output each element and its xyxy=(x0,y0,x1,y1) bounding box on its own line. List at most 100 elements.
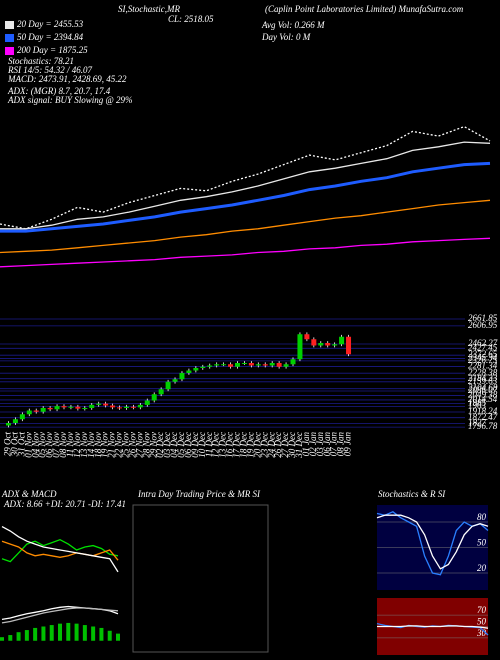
y-tick-label: 2427.45 xyxy=(468,342,498,352)
histogram-bar xyxy=(99,627,104,641)
y-tick-label: 2326.75 xyxy=(468,355,498,365)
legend-swatch xyxy=(5,21,14,29)
candle-body xyxy=(304,334,310,340)
candle-body xyxy=(276,363,282,367)
annotation: CL: 2518.05 xyxy=(168,14,214,24)
y-tick-label: 2014.54 xyxy=(468,394,498,404)
annotation: Day Vol: 0 M xyxy=(261,32,311,42)
histogram-bar xyxy=(74,623,79,641)
candle-body xyxy=(228,364,234,367)
y-tick-label: 50 xyxy=(477,617,487,627)
y-tick-label: 2184.33 xyxy=(468,373,498,383)
candle-body xyxy=(283,364,289,367)
x-tick-label: 08 Jan xyxy=(336,432,346,457)
y-tick-label: 20 xyxy=(477,563,487,573)
panel-title: ADX & MACD xyxy=(1,489,57,499)
annotation: (Caplin Point Laboratories Limited) Muna… xyxy=(265,4,464,14)
x-tick-label: 02 Jan xyxy=(308,432,318,457)
x-tick-label: 24 Dec xyxy=(266,432,276,458)
candle-body xyxy=(214,364,220,366)
x-tick-label: 10 Dec xyxy=(197,432,207,458)
x-tick-label: 05 Nov xyxy=(37,432,47,458)
candle-body xyxy=(103,403,109,406)
x-tick-label: 19 Nov xyxy=(100,432,110,458)
x-tick-label: 29 Nov xyxy=(148,432,158,458)
y-tick-label: 2159.63 xyxy=(468,376,498,386)
candle-body xyxy=(311,339,317,346)
legend-swatch xyxy=(5,34,14,42)
panel-title: Stochastics & R SI xyxy=(378,489,446,499)
x-tick-label: 16 Dec xyxy=(225,432,235,458)
histogram-bar xyxy=(33,627,38,641)
x-tick-label: 29 Oct xyxy=(3,432,13,457)
annotation: ADX: 8.66 +DI: 20.71 -DI: 17.41 xyxy=(3,499,126,509)
candle-body xyxy=(165,381,171,390)
candle-body xyxy=(75,406,81,409)
x-tick-label: 08 Nov xyxy=(58,432,68,458)
y-tick-label: 2228.38 xyxy=(468,367,498,377)
x-tick-label: 04 Dec xyxy=(169,432,179,458)
y-tick-label: 1872.47 xyxy=(468,412,498,422)
candle-body xyxy=(248,363,254,366)
x-tick-label: 04 Nov xyxy=(30,432,40,458)
candle-body xyxy=(82,408,88,409)
series-line xyxy=(0,199,491,254)
y-tick-label: 2661.85 xyxy=(468,313,498,323)
y-tick-label: 80 xyxy=(477,512,487,522)
legend-swatch xyxy=(5,47,14,55)
candle-body xyxy=(40,408,46,412)
histogram-bar xyxy=(66,622,71,641)
x-tick-label: 11 Nov xyxy=(65,432,75,457)
x-tick-label: 06 Nov xyxy=(44,432,54,458)
legend-label: 20 Day = 2455.53 xyxy=(17,19,84,29)
candle-body xyxy=(33,410,39,412)
x-tick-label: 03 Jan xyxy=(315,432,325,457)
x-tick-label: 27 Nov xyxy=(134,432,144,458)
candle-body xyxy=(339,336,345,345)
series-line xyxy=(377,625,489,629)
histogram-bar xyxy=(8,635,13,641)
panel-title: Intra Day Trading Price & MR SI xyxy=(137,489,261,499)
annotation: ADX: (MGR) 8.7, 20.7, 17.4 xyxy=(7,86,111,96)
x-tick-label: 01 Nov xyxy=(23,432,33,458)
candle-body xyxy=(318,343,324,346)
candle-body xyxy=(186,370,192,373)
histogram-bar xyxy=(0,637,4,641)
y-tick-label: 1985 xyxy=(468,398,487,408)
legend-label: 200 Day = 1875.25 xyxy=(17,45,88,55)
candle-body xyxy=(96,403,102,405)
y-tick-label: 1963 xyxy=(468,400,487,410)
candle-body xyxy=(234,363,240,367)
candle-body xyxy=(117,407,123,409)
x-tick-label: 23 Dec xyxy=(259,432,269,458)
x-tick-label: 25 Nov xyxy=(121,432,131,458)
x-tick-label: 30 Dec xyxy=(287,432,297,459)
candle-body xyxy=(19,414,25,420)
candle-body xyxy=(144,400,150,405)
series-line xyxy=(1,607,119,624)
candle-body xyxy=(179,373,185,380)
x-tick-label: 12 Nov xyxy=(72,432,82,458)
candle-body xyxy=(325,343,331,346)
x-tick-label: 13 Dec xyxy=(218,432,228,458)
candle-body xyxy=(200,366,206,368)
annotation: SI,Stochastic,MR xyxy=(118,4,180,14)
candle-body xyxy=(297,334,303,360)
y-tick-label: 2281.34 xyxy=(468,361,498,371)
histogram-bar xyxy=(82,625,87,641)
x-tick-label: 28 Nov xyxy=(141,432,151,458)
x-tick-label: 31 Oct xyxy=(16,432,26,458)
series-line xyxy=(376,514,489,570)
histogram-bar xyxy=(16,632,21,641)
series-line xyxy=(0,237,491,268)
y-tick-label: 1918.24 xyxy=(468,406,498,416)
x-tick-label: 01 Jan xyxy=(301,432,311,457)
series-line xyxy=(1,538,119,563)
y-tick-label: 1827 xyxy=(468,417,487,427)
candle-body xyxy=(137,404,143,408)
candle-body xyxy=(130,406,136,408)
x-tick-label: 27 Dec xyxy=(280,432,290,458)
candle-body xyxy=(47,408,53,410)
annotation: Avg Vol: 0.266 M xyxy=(261,20,325,30)
